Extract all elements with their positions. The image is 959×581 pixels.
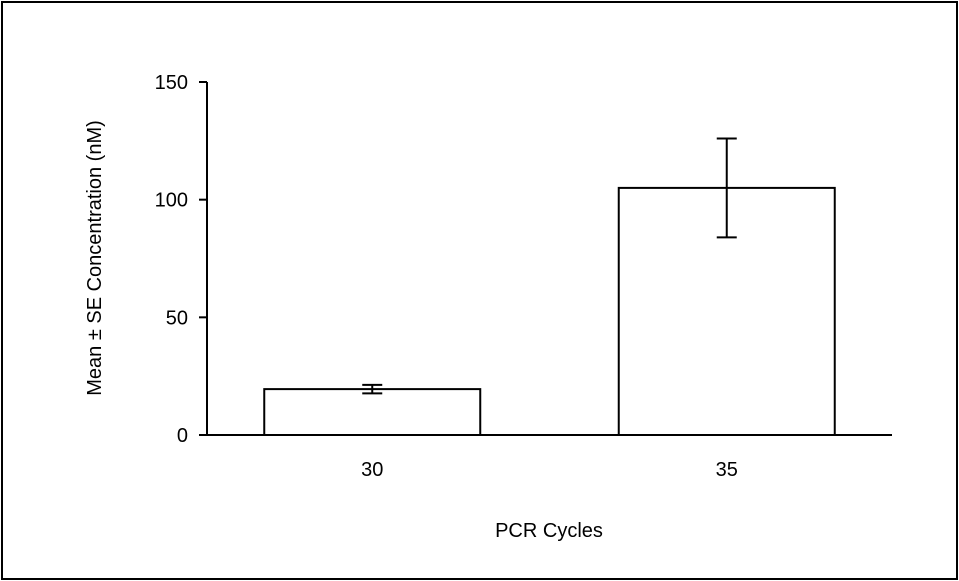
x-ticks: 30 35 — [361, 459, 738, 481]
bars — [263, 137, 836, 436]
x-axis-label: PCR Cycles — [495, 520, 603, 542]
y-axis-label: Mean ± SE Concentration (nM) — [84, 120, 106, 396]
x-tick-label: 30 — [361, 459, 383, 481]
y-tick-label: 100 — [155, 190, 188, 212]
y-tick-label: 150 — [155, 72, 188, 94]
y-tick-label: 50 — [166, 307, 188, 329]
bar — [263, 388, 482, 436]
y-tick-label: 0 — [177, 425, 188, 447]
x-tick-label: 35 — [716, 459, 738, 481]
y-ticks: 0 50 100 150 — [155, 72, 207, 447]
